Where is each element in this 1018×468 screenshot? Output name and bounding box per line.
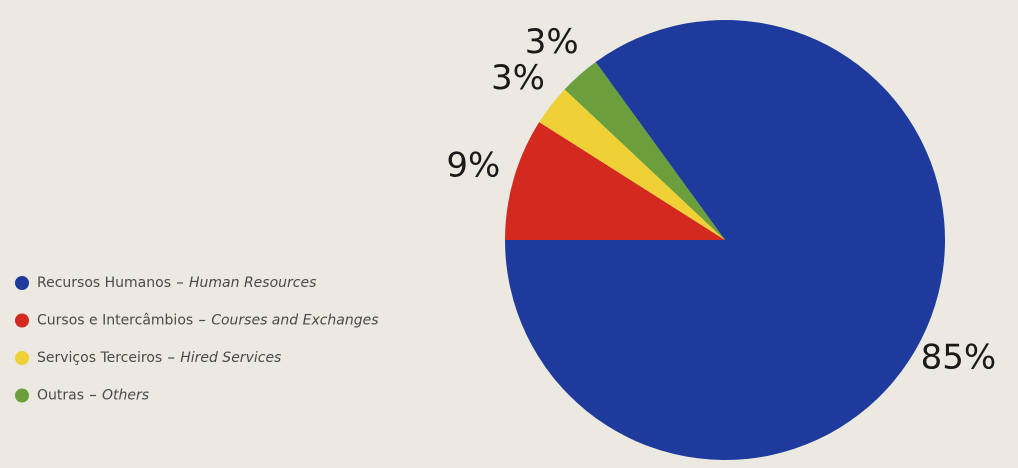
pie-slice — [564, 62, 725, 240]
value-label: 3% — [491, 58, 545, 98]
legend-marker — [15, 276, 29, 290]
legend-label-en: Human Resources — [189, 275, 316, 291]
pie-slice — [539, 89, 725, 241]
legend-label: Outras — [37, 388, 84, 404]
value-label: 3% — [525, 22, 579, 62]
legend-marker — [15, 313, 29, 328]
value-label: 9% — [446, 145, 500, 185]
legend-label-en: Others — [102, 388, 149, 404]
value-label: 85% — [921, 337, 997, 377]
legend-label: Cursos e Intercâmbios — [37, 313, 193, 329]
pie-slice — [505, 122, 725, 240]
legend-label-en: Courses and Exchanges — [211, 313, 378, 329]
legend-label: Serviços Terceiros — [37, 350, 162, 366]
pie-slice — [505, 19, 946, 460]
legend-marker — [15, 351, 29, 365]
legend-label: Recursos Humanos — [37, 275, 171, 291]
legend-label-en: Hired Services — [180, 350, 281, 366]
legend-marker — [15, 388, 29, 403]
